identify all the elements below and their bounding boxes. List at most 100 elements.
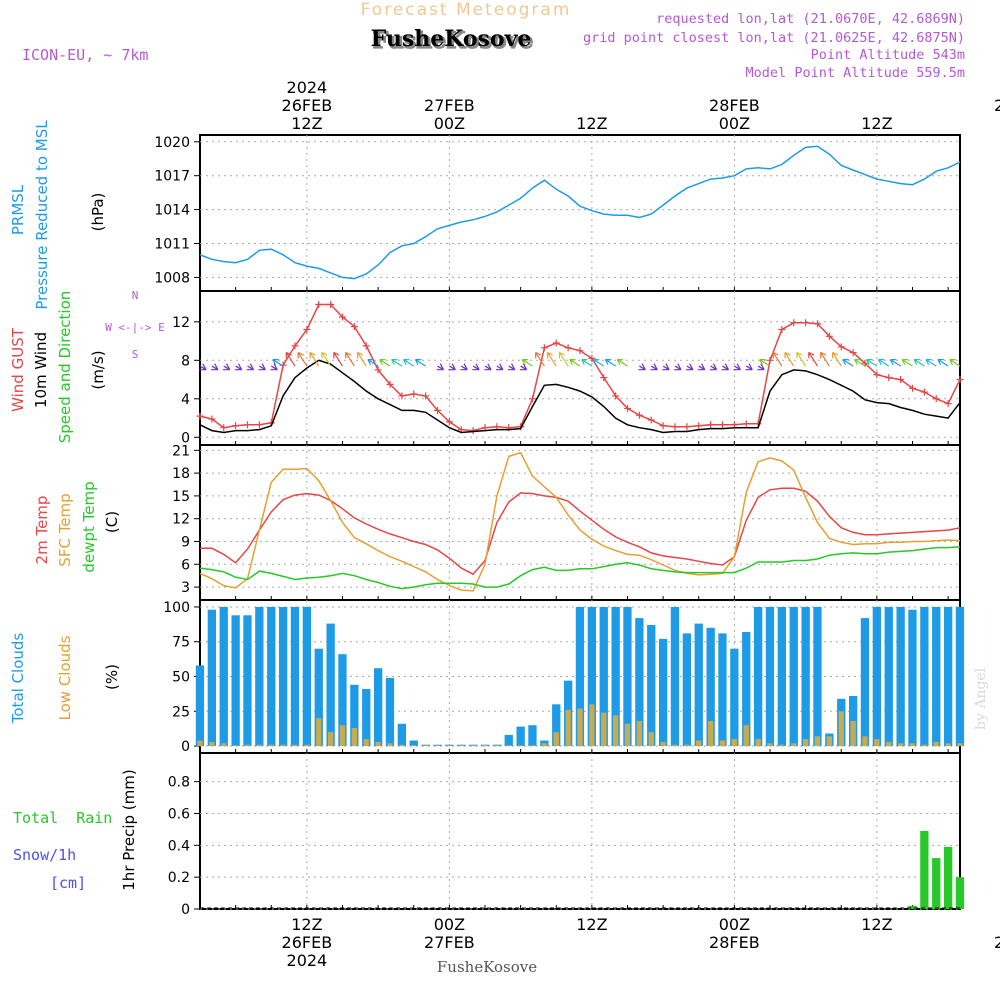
top-time-label: 28FEB <box>709 96 760 115</box>
snow-label: Snow/1h <box>13 846 76 864</box>
wind-arrow-head <box>733 363 741 371</box>
gust-marker <box>873 371 881 379</box>
gust-marker <box>849 349 857 357</box>
bar-total-clouds <box>635 618 644 747</box>
y-tick-label: 3 <box>181 580 190 596</box>
time-label: 27FEB <box>424 933 475 952</box>
wind-arrow-head <box>638 363 646 371</box>
y-tick-label: 1014 <box>154 203 190 219</box>
gust-marker <box>825 332 833 340</box>
bar-low-clouds <box>684 744 690 747</box>
wind-arrow <box>379 358 391 367</box>
bar-low-clouds <box>506 745 512 746</box>
bar-total-clouds <box>350 684 359 746</box>
wind-arrow <box>297 352 308 367</box>
cloud-unit: (%) <box>103 664 121 690</box>
bar-low-clouds <box>613 715 619 746</box>
wind-arrow <box>403 358 415 367</box>
wind-arrow-head <box>697 363 706 371</box>
wind-arrow <box>796 352 807 367</box>
y-tick-label: 12 <box>172 315 190 331</box>
wind-arrow-head <box>285 351 292 359</box>
wind-arrow-head <box>784 351 791 359</box>
y-tick-label: 6 <box>181 557 190 573</box>
gust-marker <box>695 422 703 430</box>
bar-total-rain <box>955 877 965 909</box>
wind-arrow <box>866 358 878 367</box>
meteogram-title: Forecast Meteogram <box>361 0 572 20</box>
bar-low-clouds <box>518 745 524 746</box>
gust-marker <box>410 390 418 398</box>
wind-arrow <box>772 352 783 367</box>
wind-label: 10m Wind <box>32 332 50 408</box>
bar-low-clouds <box>826 736 832 746</box>
gust-marker <box>552 339 560 347</box>
gust-marker <box>932 395 940 403</box>
bar-low-clouds <box>648 732 654 746</box>
bar-total-rain <box>908 905 917 909</box>
bar-low-clouds <box>624 723 631 747</box>
bar-total-clouds <box>789 607 798 747</box>
top-time-label: 29FEB <box>994 96 1000 115</box>
bar-total-clouds <box>955 607 965 747</box>
bar-total-clouds <box>255 607 264 747</box>
wind-arrow-head <box>534 351 542 359</box>
bar-low-clouds <box>233 745 239 746</box>
top-time-label: 27FEB <box>424 96 475 115</box>
wind-arrow-head <box>604 358 612 366</box>
wind-arrow-head <box>379 358 386 366</box>
wind-arrow <box>937 358 949 367</box>
wind-arrow <box>901 358 913 367</box>
bar-low-clouds <box>316 718 322 746</box>
wind-arrow <box>878 358 890 367</box>
dewpt-label: dewpt Temp <box>80 481 98 572</box>
gust-marker <box>707 421 715 429</box>
gust-marker <box>303 326 311 333</box>
bar-total-clouds <box>219 607 228 747</box>
bar-total-clouds <box>587 607 596 747</box>
bar-total-clouds <box>195 665 205 747</box>
bar-low-clouds <box>719 740 726 747</box>
bar-total-clouds <box>860 618 870 747</box>
wind-arrow-head <box>484 363 492 371</box>
model-label: ICON-EU, ~ 7km <box>22 46 148 64</box>
gust-marker <box>802 319 810 327</box>
wind-arrow-head <box>367 358 374 366</box>
wind-arrow-head <box>356 351 364 359</box>
bar-total-clouds <box>397 723 406 747</box>
series-10m-wind <box>199 359 961 434</box>
y-tick-label: 75 <box>172 635 190 651</box>
gust-marker <box>671 423 679 431</box>
wind-unit: (m/s) <box>89 350 107 389</box>
wind-arrow-head <box>521 358 529 366</box>
bar-total-clouds <box>920 607 929 747</box>
bar-low-clouds <box>494 745 500 746</box>
gust-marker <box>588 354 596 362</box>
wind-arrow-head <box>878 358 885 366</box>
wind-arrow-head <box>211 363 219 371</box>
bar-total-clouds <box>777 607 786 747</box>
gust-marker <box>339 313 346 321</box>
gust-marker <box>529 395 536 403</box>
y-tick-label: 0.6 <box>168 806 190 822</box>
bar-total-rain <box>932 858 941 909</box>
y-tick-label: 0.8 <box>168 775 190 791</box>
gust-marker <box>220 424 228 432</box>
precip-labels: Total Rain Snow/1h [cm] 1hr Precip (mm) <box>13 769 138 892</box>
bar-low-clouds <box>351 728 357 747</box>
wind-arrow <box>535 352 545 367</box>
gust-marker <box>564 344 572 352</box>
series-dewpt-temp <box>199 546 961 590</box>
bar-total-clouds <box>670 607 680 747</box>
bar-low-clouds <box>209 741 215 747</box>
wind-arrow-head <box>222 363 231 371</box>
bar-low-clouds <box>256 744 262 747</box>
closest-coords: grid point closest lon,lat (21.0625E, 42… <box>583 30 965 46</box>
top-time-label: 00Z <box>434 114 465 133</box>
bar-total-clouds <box>718 633 727 747</box>
time-label: 2024 <box>287 951 328 970</box>
wind-arrow <box>391 358 403 367</box>
wind-arrow-head <box>901 358 909 366</box>
y-tick-label: 0 <box>181 902 190 918</box>
gust-marker <box>386 380 394 388</box>
